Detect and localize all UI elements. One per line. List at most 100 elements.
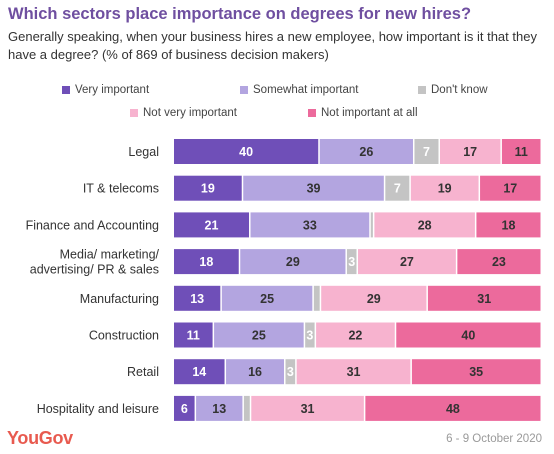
data-label: 17 [463, 145, 477, 159]
data-label: 18 [199, 255, 213, 269]
data-label: 26 [359, 145, 373, 159]
data-label: 33 [303, 218, 317, 232]
data-label: 7 [423, 145, 430, 159]
data-label: 13 [212, 402, 226, 416]
data-label: 11 [187, 329, 200, 343]
bar-segment [439, 139, 501, 164]
legend-label: Very important [75, 84, 150, 96]
data-label: 3 [306, 329, 313, 343]
data-label: 28 [418, 218, 432, 232]
bar-segment [457, 249, 541, 275]
data-label: 6 [181, 402, 188, 416]
bar-segment [243, 175, 384, 201]
data-label: 21 [205, 218, 219, 232]
bar-segment [476, 212, 541, 238]
category-label: Finance and Accounting [26, 218, 159, 232]
bar-segment [365, 395, 541, 421]
data-label: 31 [347, 365, 361, 379]
bar-segment [174, 322, 213, 348]
legend-item-very-important: Very important [62, 84, 149, 96]
category-label: IT & telecoms [83, 182, 159, 196]
bar-segment [411, 359, 541, 385]
data-label: 25 [260, 292, 274, 306]
bar-segment [174, 285, 221, 311]
bar-segment [250, 212, 370, 238]
bar-segment [221, 285, 313, 311]
bar-segment [410, 175, 479, 201]
category-label: Retail [127, 365, 159, 379]
bar-segment [427, 285, 541, 311]
legend-label: Somewhat important [253, 84, 359, 96]
legend-item-not-important-at-all: Not important at all [308, 107, 418, 119]
category-label: Hospitality and leisure [37, 402, 159, 416]
bar-segment [374, 212, 475, 238]
bar-segment [321, 285, 427, 311]
data-label: 31 [301, 402, 315, 416]
data-label: 23 [492, 255, 506, 269]
bar-segment [346, 249, 357, 275]
bar-segment [296, 359, 411, 385]
bar-segment [196, 395, 243, 421]
legend-label: Don't know [431, 84, 488, 96]
fieldwork-date: 6 - 9 October 2020 [446, 433, 542, 445]
category-label: Legal [128, 145, 159, 159]
bar-segment [316, 322, 395, 348]
bar-segment [174, 359, 225, 385]
bar-segment [174, 249, 239, 275]
bar-segment [240, 249, 346, 275]
legend-swatch [130, 109, 138, 117]
yougov-logo: YouGov [7, 428, 73, 448]
legend-label: Not important at all [321, 107, 418, 119]
data-label: 3 [287, 365, 294, 379]
chart-subtitle: Generally speaking, when your business h… [8, 29, 537, 62]
data-label: 17 [503, 182, 517, 196]
data-label: 19 [438, 182, 452, 196]
legend-swatch [308, 109, 316, 117]
category-label: Manufacturing [80, 292, 159, 306]
data-label: 18 [502, 218, 516, 232]
legend-swatch [240, 86, 248, 94]
data-label: 13 [190, 292, 204, 306]
data-label: 25 [252, 329, 266, 343]
legend-item-somewhat-important: Somewhat important [240, 84, 358, 96]
data-label: 48 [446, 402, 460, 416]
category-label: Construction [89, 329, 159, 343]
bar-segment [370, 212, 373, 238]
data-label: 35 [469, 365, 483, 379]
bar-segment [319, 139, 413, 164]
bar-segment [501, 139, 541, 164]
bar-segment [226, 359, 285, 385]
bar-segment [174, 175, 242, 201]
data-label: 3 [348, 255, 355, 269]
data-label: 11 [515, 145, 528, 159]
legend-swatch [418, 86, 426, 94]
bar-segment [285, 359, 296, 385]
category-label: Media/ marketing/ [60, 248, 160, 262]
chart-title: Which sectors place importance on degree… [8, 5, 472, 23]
bar-segment [174, 139, 319, 164]
data-label: 29 [367, 292, 381, 306]
data-label: 31 [477, 292, 491, 306]
data-label: 40 [239, 145, 253, 159]
bar-segment [174, 395, 195, 421]
legend-label: Not very important [143, 107, 237, 119]
bar-segment [414, 139, 439, 164]
bar-segment [305, 322, 315, 348]
legend-item-dont-know: Don't know [418, 84, 488, 96]
legend-swatch [62, 86, 70, 94]
bar-segment [214, 322, 304, 348]
data-label: 29 [286, 255, 300, 269]
bar-segment [251, 395, 364, 421]
data-label: 39 [307, 182, 321, 196]
bar-segment [480, 175, 541, 201]
bar-segment [358, 249, 456, 275]
bar-segment [385, 175, 410, 201]
data-label: 7 [394, 182, 401, 196]
data-label: 14 [192, 365, 206, 379]
data-label: 40 [461, 329, 475, 343]
bar-segment [313, 285, 320, 311]
legend-item-not-very-important: Not very important [130, 107, 237, 119]
bar-segment [396, 322, 541, 348]
data-label: 16 [248, 365, 262, 379]
